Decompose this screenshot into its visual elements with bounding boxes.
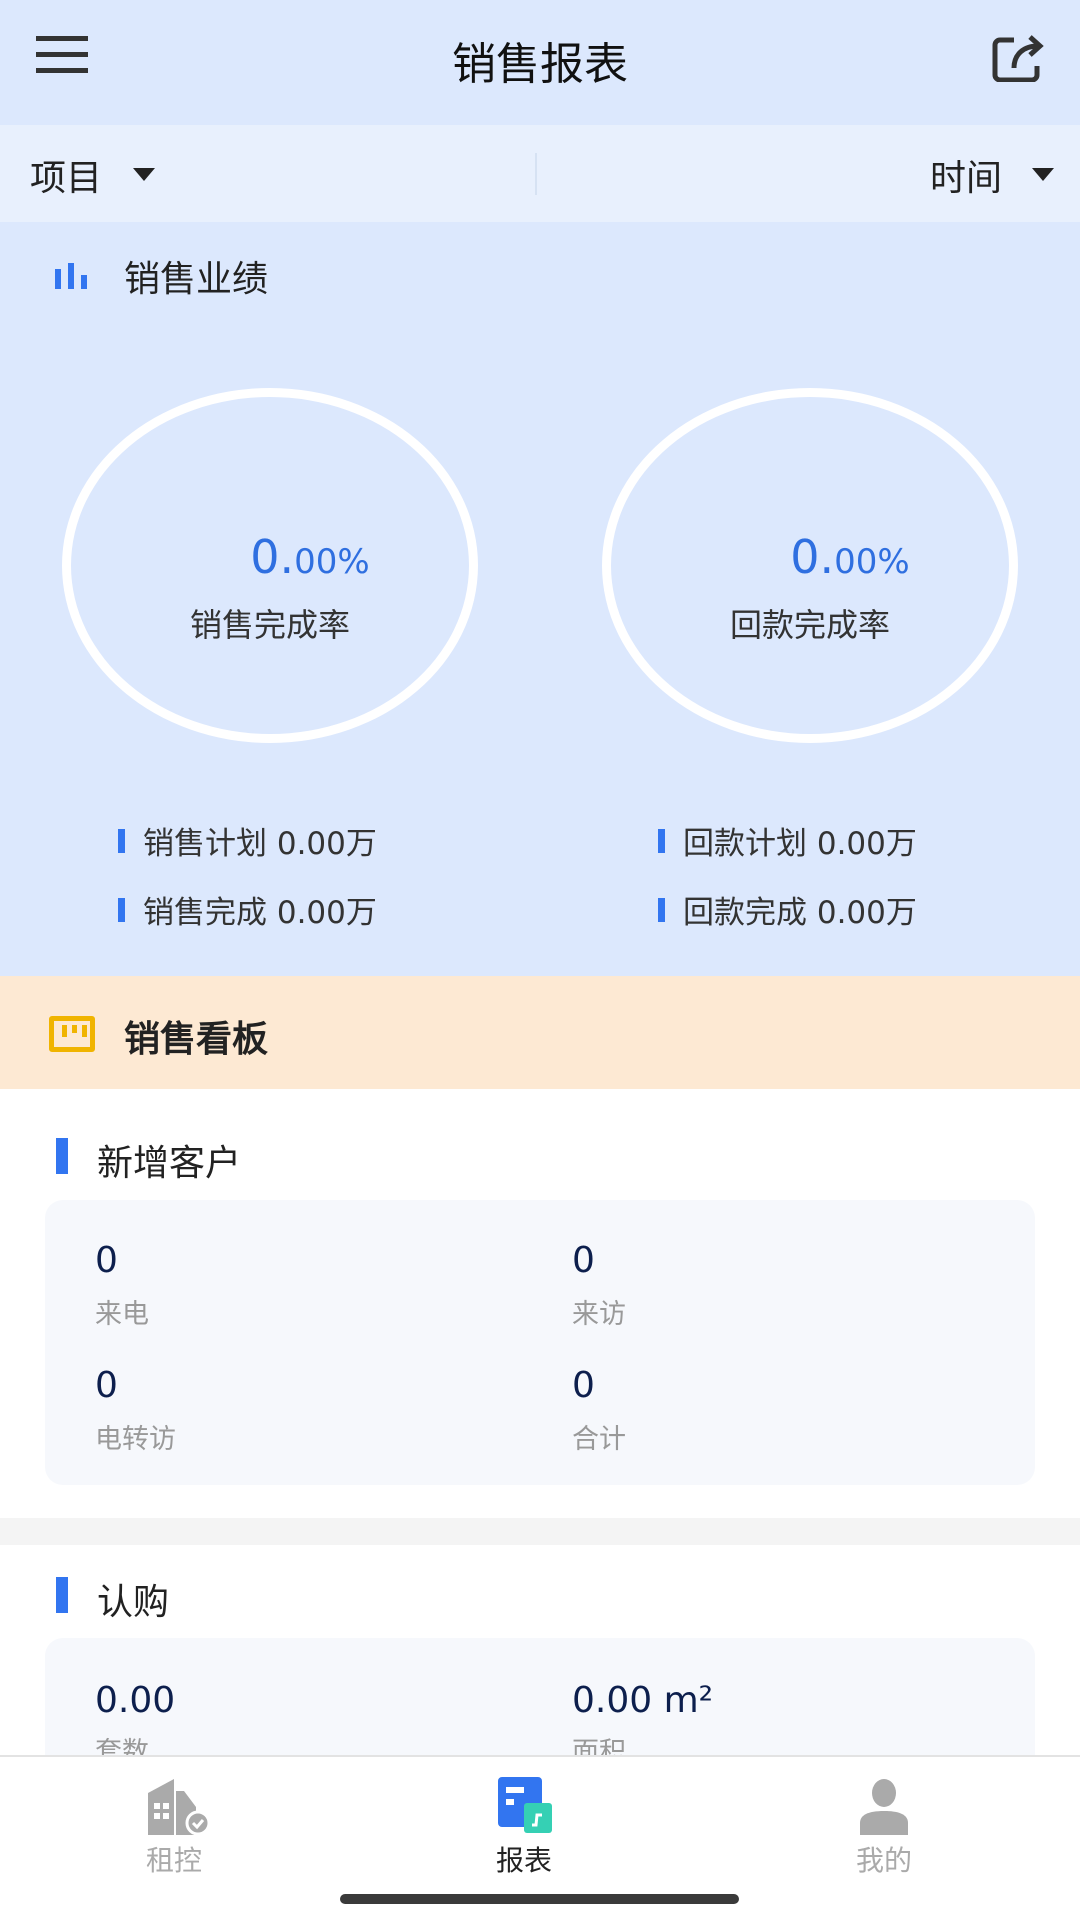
time-dropdown[interactable]: 时间 xyxy=(930,125,1070,222)
bar-chart-icon xyxy=(55,263,91,289)
report-icon xyxy=(498,1777,552,1833)
units-value: 0.00 xyxy=(95,1680,176,1721)
section-title: 销售业绩 xyxy=(124,259,269,300)
area-value: 0.00 m² xyxy=(572,1680,714,1721)
sales-plan: 销售计划 0.00万 xyxy=(118,818,377,863)
visits-label: 来访 xyxy=(572,1299,626,1330)
payment-done: 回款完成 0.00万 xyxy=(658,887,917,932)
kanban-icon xyxy=(49,1016,95,1052)
visits-value: 0 xyxy=(572,1240,595,1281)
total-label: 合计 xyxy=(572,1424,626,1455)
section-separator xyxy=(0,1518,1080,1545)
calls-value: 0 xyxy=(95,1240,118,1281)
filter-bar: 项目 时间 xyxy=(0,125,1080,222)
hamburger-icon[interactable] xyxy=(36,36,88,73)
payment-rate-ring xyxy=(602,388,1018,743)
tab-rent-control[interactable]: 租控 xyxy=(74,1757,274,1877)
user-icon xyxy=(860,1779,908,1835)
page-title: 销售报表 xyxy=(452,39,628,90)
tab-me[interactable]: 我的 xyxy=(784,1757,984,1877)
dropdown-arrow-icon xyxy=(133,168,155,181)
sales-rate-ring xyxy=(62,388,478,743)
section-marker xyxy=(56,1577,68,1613)
section-marker xyxy=(56,1138,68,1174)
call-to-visit-value: 0 xyxy=(95,1365,118,1406)
new-customers-title: 新增客户 xyxy=(97,1143,242,1184)
sales-rate-label: 销售完成率 xyxy=(189,606,350,644)
new-customers-card xyxy=(45,1200,1035,1485)
call-to-visit-label: 电转访 xyxy=(95,1424,176,1455)
tab-reports[interactable]: 报表 xyxy=(424,1757,624,1877)
payment-rate-label: 回款完成率 xyxy=(729,606,890,644)
subscription-title: 认购 xyxy=(97,1582,170,1623)
sales-board-header: 销售看板 xyxy=(0,976,1080,1089)
home-indicator xyxy=(340,1894,739,1904)
dropdown-arrow-icon xyxy=(1032,168,1054,181)
calls-label: 来电 xyxy=(95,1299,149,1330)
sales-done: 销售完成 0.00万 xyxy=(118,887,377,932)
total-value: 0 xyxy=(572,1365,595,1406)
project-dropdown[interactable]: 项目 xyxy=(30,125,170,222)
header: 销售报表 xyxy=(0,0,1080,125)
sales-rate-value: 0.00% xyxy=(250,530,370,584)
tab-bar: 租控 报表 我的 xyxy=(0,1755,1080,1920)
share-icon[interactable] xyxy=(992,32,1046,82)
divider xyxy=(535,153,537,195)
payment-rate-value: 0.00% xyxy=(790,530,910,584)
payment-plan: 回款计划 0.00万 xyxy=(658,818,917,863)
building-icon xyxy=(148,1779,210,1835)
